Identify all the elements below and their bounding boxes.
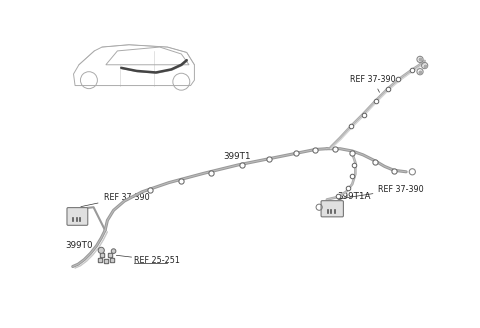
Text: 399T1: 399T1 xyxy=(223,152,251,161)
Text: REF 37-390: REF 37-390 xyxy=(350,75,396,92)
Text: REF 37-390: REF 37-390 xyxy=(338,185,424,200)
FancyBboxPatch shape xyxy=(67,208,88,225)
Circle shape xyxy=(98,247,104,254)
Text: 399T0: 399T0 xyxy=(65,241,93,250)
Text: 399T1A: 399T1A xyxy=(337,192,371,201)
Text: REF 37-390: REF 37-390 xyxy=(81,193,149,207)
Circle shape xyxy=(111,249,116,254)
Text: REF 25-251: REF 25-251 xyxy=(116,255,180,265)
FancyBboxPatch shape xyxy=(321,201,343,217)
